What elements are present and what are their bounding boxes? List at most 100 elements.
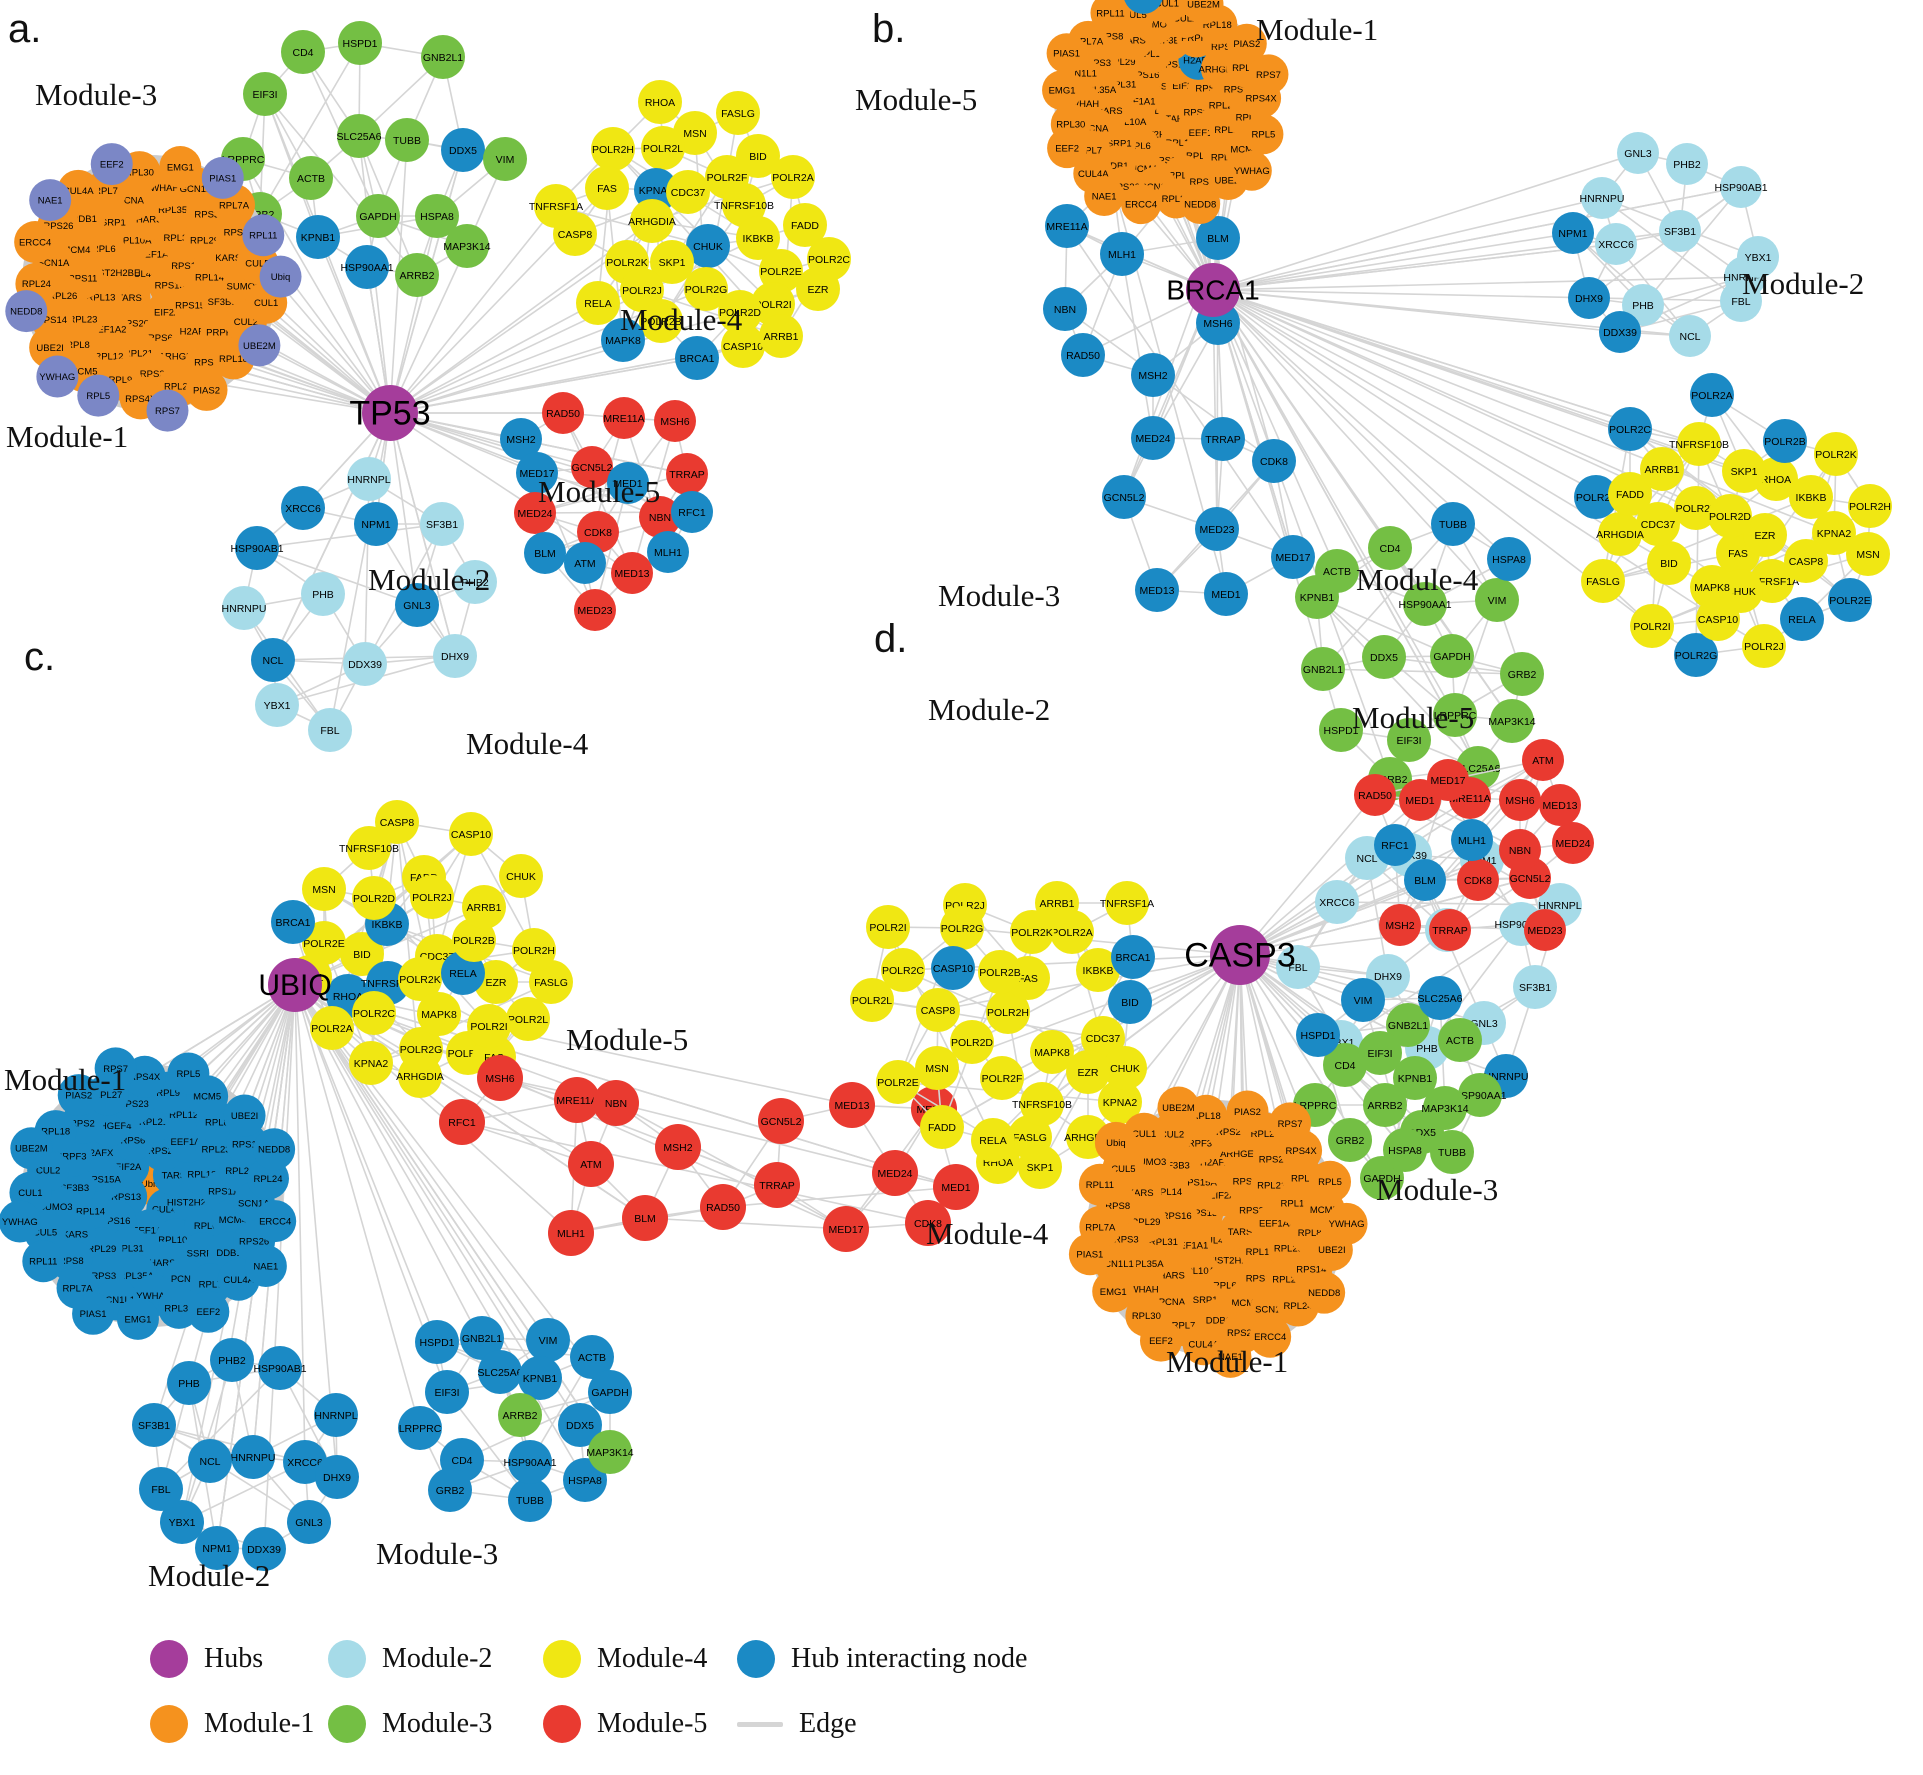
node-label: TUBB — [393, 135, 421, 147]
node-label: FBL — [1288, 962, 1307, 974]
a-module5: RAD50 MRE11A MSH6MSH2GCN5L2MED1TRRAPMED17M… — [500, 392, 713, 631]
node-hspa8 — [563, 1458, 607, 1502]
node-label: RPL11 — [1086, 1180, 1114, 1191]
node-polr2h — [986, 990, 1030, 1034]
node-label: MED23 — [1199, 524, 1234, 536]
node-gapdh — [356, 194, 400, 238]
node-label: MSN — [1856, 549, 1879, 561]
module-label-c-module2: Module-2 — [148, 1558, 270, 1593]
node-label: ERCC4 — [1125, 200, 1157, 211]
node-ybx1 — [160, 1500, 204, 1544]
node-label: ACTB — [297, 173, 325, 185]
node-phb2 — [210, 1338, 254, 1382]
node-sf3b1 — [1659, 210, 1701, 252]
node-label: CDK8 — [914, 1218, 942, 1230]
node-label: PRPF3 — [56, 1152, 87, 1163]
node-vim — [1341, 978, 1385, 1022]
node-label: XRCC6 — [287, 1457, 323, 1469]
node-ube2m — [1157, 1086, 1200, 1129]
node-label: RPL21 — [139, 1117, 168, 1128]
node-label: RAD50 — [706, 1202, 740, 1214]
node-label: RPL12 — [169, 1110, 198, 1121]
module-label-a-module1: Module-1 — [6, 419, 128, 454]
node-label: RFC1 — [448, 1117, 476, 1129]
legend-item-hub-interacting-node: Hub interacting node — [737, 1638, 1027, 1680]
node-slc25a6 — [1418, 976, 1462, 1020]
node-label: POLR2J — [622, 285, 662, 297]
node-msh6 — [1499, 779, 1541, 821]
node-label: DDB1 — [72, 214, 97, 225]
node-label: DDX5 — [1370, 652, 1398, 664]
node-tnfrsf10b — [1677, 422, 1721, 466]
node-label: POLR2J — [412, 892, 452, 904]
node-label: POLR2L — [1576, 492, 1616, 504]
node-label: SUMO3 — [227, 282, 261, 293]
node-label: RPL27 — [164, 381, 193, 392]
node-label: GAPDH — [1433, 651, 1470, 663]
hub-node-ubiq — [268, 958, 322, 1012]
node-polr2a — [771, 155, 815, 199]
c-module2: HNRNPL HNRNPU XRCC6 NPM1 SF3B1 HSP90AB1 PHB PHB… — [132, 1338, 359, 1571]
node-label: NEDD8 — [1184, 199, 1216, 210]
node-cd4 — [1323, 1043, 1367, 1087]
node-label: DDX5 — [566, 1420, 594, 1432]
node-label: MED23 — [1527, 925, 1562, 937]
node-nae1 — [1209, 1335, 1252, 1378]
node-label: RPL9 — [109, 375, 133, 386]
node-pias2 — [57, 1074, 100, 1117]
node-fbl — [1720, 280, 1762, 322]
node-label: PCNA — [171, 1274, 198, 1285]
node-label: ARHGEF4 — [87, 1121, 132, 1132]
module-label-c-module5: Module-5 — [566, 1022, 688, 1057]
module-label-c-module3: Module-3 — [376, 1536, 498, 1571]
node-label: DDB1 — [1103, 161, 1128, 172]
node-label: GCN5L2 — [1104, 492, 1145, 504]
node-label: SLC25A6 — [337, 131, 382, 143]
node-label: RPL18 — [1203, 20, 1232, 31]
node-label: MSH2 — [1385, 920, 1414, 932]
node-label: POLR2H — [987, 1007, 1029, 1019]
node-label: MAPK8 — [421, 1009, 457, 1021]
node-label: RPS7 — [103, 1064, 128, 1075]
node-label: CDK8 — [1260, 456, 1288, 468]
node-label: ACTB — [1323, 566, 1351, 578]
node-label: POLR2K — [399, 974, 440, 986]
node-chuk — [1103, 1046, 1147, 1090]
module-label-a-module3: Module-3 — [35, 77, 157, 112]
node-label: POLR2D — [1709, 511, 1751, 523]
node-label: POLR2I — [1633, 621, 1670, 633]
node-label: XRCC6 — [1319, 897, 1355, 909]
node-label: YWHAG — [39, 372, 75, 383]
module-3-color-swatch — [328, 1705, 366, 1743]
node-label: GRB2 — [1336, 1135, 1365, 1147]
node-label: RPS13 — [1187, 1208, 1217, 1219]
node-label: RPL5 — [1318, 1177, 1342, 1188]
node-label: RPL12 — [1281, 1199, 1310, 1210]
node-label: RPL29 — [1131, 1217, 1160, 1228]
node-label: BRCA1 — [275, 917, 310, 929]
node-label: PIAS1 — [80, 1309, 107, 1320]
panel-letter-b: b. — [872, 7, 905, 51]
panel-b: RAD50 MRE11A MSH6 MSH2 GCN5L2 MED1 TRRAP MED17 M… — [855, 0, 1892, 801]
node-ikbkb — [1076, 948, 1120, 992]
node-label: POLR2L — [852, 995, 892, 1007]
node-label: HNRNPL — [1538, 900, 1581, 912]
node-label: YWHAH — [144, 183, 180, 194]
node-fas — [585, 166, 629, 210]
node-label: KPNA2 — [639, 185, 674, 197]
node-atm — [568, 1141, 614, 1187]
node-polr2h — [512, 928, 556, 972]
node-label: HNRNPL — [314, 1410, 357, 1422]
node-label: RPL12 — [94, 351, 123, 362]
node-tubb — [1431, 502, 1475, 546]
node-label: YWHAG — [1329, 1219, 1365, 1230]
node-label: SF3B1 — [1664, 226, 1696, 238]
node-fadd — [920, 1105, 964, 1149]
node-label: Ubiq — [141, 1179, 161, 1190]
node-msh2 — [1131, 353, 1175, 397]
module-label-b-module2: Module-2 — [1742, 266, 1864, 301]
node-label: HSPA8 — [568, 1475, 602, 1487]
node-map3k14 — [445, 224, 489, 268]
node-rela — [576, 281, 620, 325]
